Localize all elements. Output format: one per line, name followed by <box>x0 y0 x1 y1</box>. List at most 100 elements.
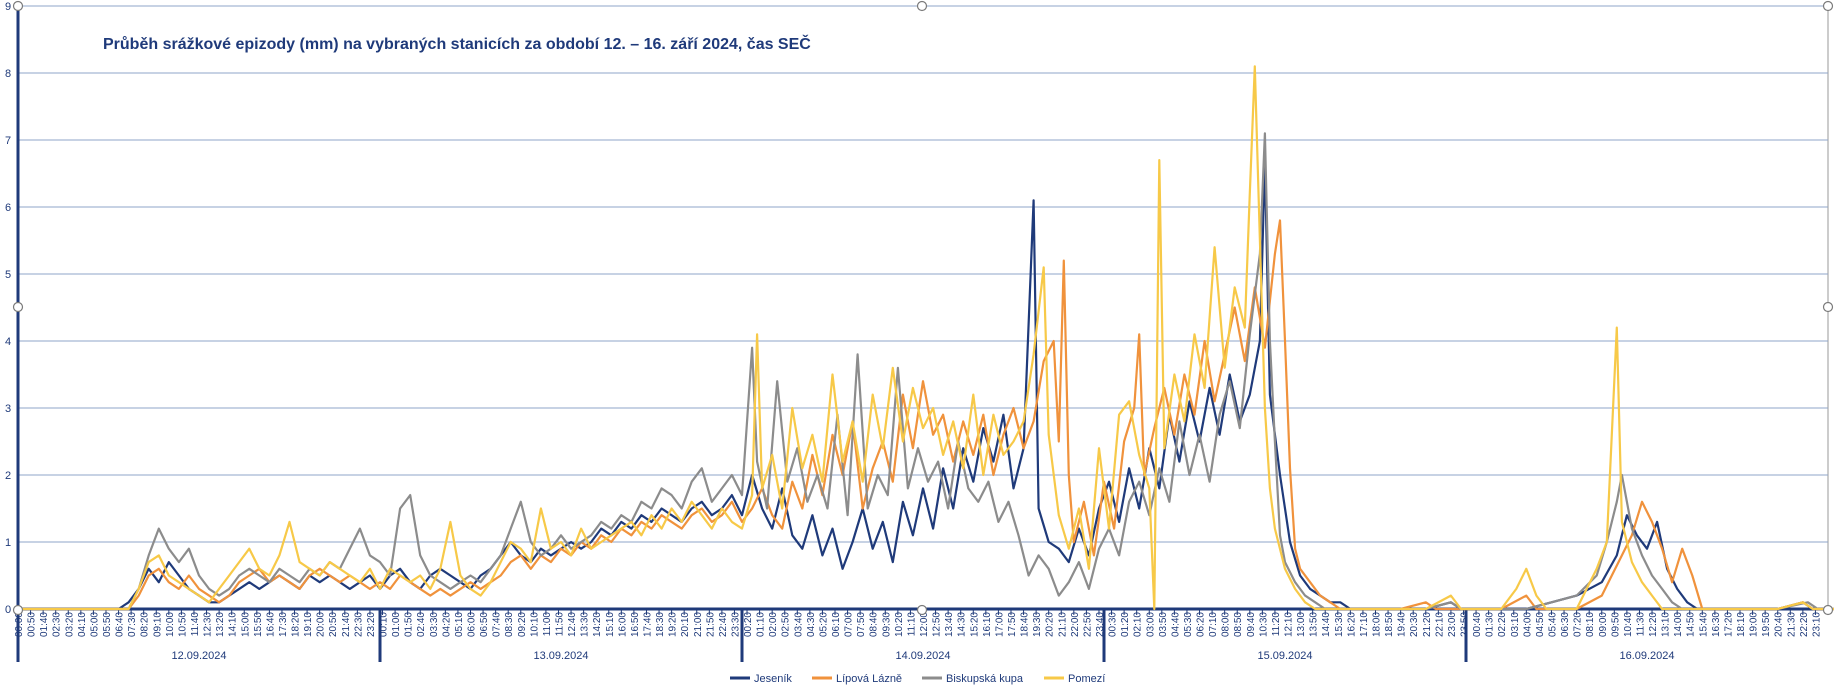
x-tick-label: 09:30 <box>881 612 892 637</box>
x-tick-label: 00:10 <box>379 612 390 637</box>
x-tick-label: 03:30 <box>429 612 440 637</box>
series-line <box>18 65 1834 611</box>
x-tick-label: 12:30 <box>203 612 214 637</box>
x-tick-label: 19:30 <box>1032 612 1043 637</box>
x-tick-label: 18:00 <box>1372 612 1383 637</box>
x-tick-label: 10:00 <box>165 612 176 637</box>
x-tick-label: 01:30 <box>1485 612 1496 637</box>
x-tick-label: 20:10 <box>680 612 691 637</box>
x-tick-label: 15:10 <box>605 612 616 637</box>
x-tick-label: 13:40 <box>944 612 955 637</box>
x-tick-label: 06:40 <box>115 612 126 637</box>
x-tick-label: 05:00 <box>89 612 100 637</box>
x-tick-label: 08:10 <box>1585 612 1596 637</box>
x-tick-label: 23:30 <box>730 612 741 637</box>
day-label: 12.09.2024 <box>171 650 226 662</box>
x-tick-label: 18:30 <box>655 612 666 637</box>
x-tick-label: 05:30 <box>1183 612 1194 637</box>
x-tick-label: 18:20 <box>291 612 302 637</box>
x-tick-label: 01:20 <box>1120 612 1131 637</box>
x-tick-label: 01:50 <box>404 612 415 637</box>
x-tick-label: 00:00 <box>14 612 25 637</box>
x-tick-label: 11:00 <box>542 612 553 637</box>
x-tick-label: 20:30 <box>1409 612 1420 637</box>
x-tick-label: 11:40 <box>190 612 201 637</box>
x-tick-label: 17:00 <box>994 612 1005 637</box>
x-tick-label: 02:00 <box>768 612 779 637</box>
x-tick-label: 05:40 <box>1547 612 1558 637</box>
resize-handle[interactable] <box>1822 0 1834 12</box>
x-tick-label: 11:30 <box>1635 612 1646 637</box>
x-tick-label: 20:00 <box>316 612 327 637</box>
x-tick-label: 17:10 <box>1359 612 1370 637</box>
resize-handle[interactable] <box>916 0 928 12</box>
x-tick-label: 22:20 <box>1799 612 1810 637</box>
x-tick-label: 09:20 <box>517 612 528 637</box>
x-tick-label: 21:00 <box>693 612 704 637</box>
x-tick-label: 22:00 <box>1070 612 1081 637</box>
x-tick-label: 13:30 <box>580 612 591 637</box>
x-tick-label: 10:40 <box>1623 612 1634 637</box>
x-tick-label: 22:50 <box>1082 612 1093 637</box>
x-tick-label: 02:20 <box>1497 612 1508 637</box>
legend-label: Biskupská kupa <box>946 673 1024 685</box>
x-tick-label: 19:20 <box>668 612 679 637</box>
resize-handle[interactable] <box>12 0 24 12</box>
y-tick-label: 1 <box>5 537 11 549</box>
x-tick-label: 05:20 <box>818 612 829 637</box>
x-tick-label: 07:40 <box>492 612 503 637</box>
resize-handle[interactable] <box>12 301 24 313</box>
x-tick-label: 12:20 <box>1648 612 1659 637</box>
legend-label: Pomezí <box>1068 673 1105 685</box>
x-tick-label: 07:30 <box>127 612 138 637</box>
x-tick-label: 15:20 <box>969 612 980 637</box>
resize-handle[interactable] <box>1822 301 1834 313</box>
x-tick-label: 11:10 <box>906 612 917 637</box>
x-tick-label: 22:30 <box>353 612 364 637</box>
x-tick-label: 07:20 <box>1573 612 1584 637</box>
x-tick-label: 14:30 <box>957 612 968 637</box>
resize-handle[interactable] <box>1822 604 1834 616</box>
resize-handle[interactable] <box>916 604 928 616</box>
x-tick-label: 17:20 <box>1723 612 1734 637</box>
x-tick-label: 16:00 <box>617 612 628 637</box>
x-tick-label: 04:30 <box>806 612 817 637</box>
x-tick-label: 23:40 <box>1095 612 1106 637</box>
x-tick-label: 03:00 <box>1145 612 1156 637</box>
x-tick-label: 22:10 <box>1434 612 1445 637</box>
day-label: 16.09.2024 <box>1619 650 1674 662</box>
x-tick-label: 01:40 <box>39 612 50 637</box>
x-tick-label: 18:40 <box>1020 612 1031 637</box>
x-tick-label: 12:40 <box>567 612 578 637</box>
x-tick-label: 15:40 <box>1698 612 1709 637</box>
x-tick-label: 14:10 <box>228 612 239 637</box>
x-tick-label: 04:40 <box>1170 612 1181 637</box>
x-tick-label: 20:40 <box>1774 612 1785 637</box>
x-tick-label: 12:10 <box>1284 612 1295 637</box>
x-tick-label: 15:50 <box>253 612 264 637</box>
x-tick-label: 20:50 <box>328 612 339 637</box>
legend: Jeseník Lípová Lázně Biskupská kupa Pomezí <box>730 673 1105 685</box>
x-tick-label: 09:40 <box>1246 612 1257 637</box>
x-tick-label: 05:10 <box>454 612 465 637</box>
x-tick-label: 09:10 <box>152 612 163 637</box>
x-axis: 00:00 00:50 01:40 02:30 03:20 04:10 05:00 05:50… <box>14 6 1828 662</box>
x-tick-label: 10:30 <box>1258 612 1269 637</box>
resize-handle[interactable] <box>12 604 24 616</box>
x-tick-label: 08:00 <box>1221 612 1232 637</box>
x-tick-label: 00:50 <box>27 612 38 637</box>
y-tick-label: 5 <box>5 269 11 281</box>
x-tick-label: 08:40 <box>869 612 880 637</box>
x-tick-label: 16:20 <box>1346 612 1357 637</box>
x-tick-label: 16:30 <box>1711 612 1722 637</box>
x-tick-label: 10:20 <box>894 612 905 637</box>
selection-handles[interactable] <box>12 0 1834 616</box>
x-tick-label: 03:20 <box>64 612 75 637</box>
x-tick-label: 19:10 <box>303 612 314 637</box>
x-tick-label: 08:20 <box>140 612 151 637</box>
x-tick-label: 23:20 <box>366 612 377 637</box>
x-tick-label: 13:50 <box>1309 612 1320 637</box>
x-tick-label: 08:50 <box>1233 612 1244 637</box>
x-tick-label: 21:30 <box>1786 612 1797 637</box>
